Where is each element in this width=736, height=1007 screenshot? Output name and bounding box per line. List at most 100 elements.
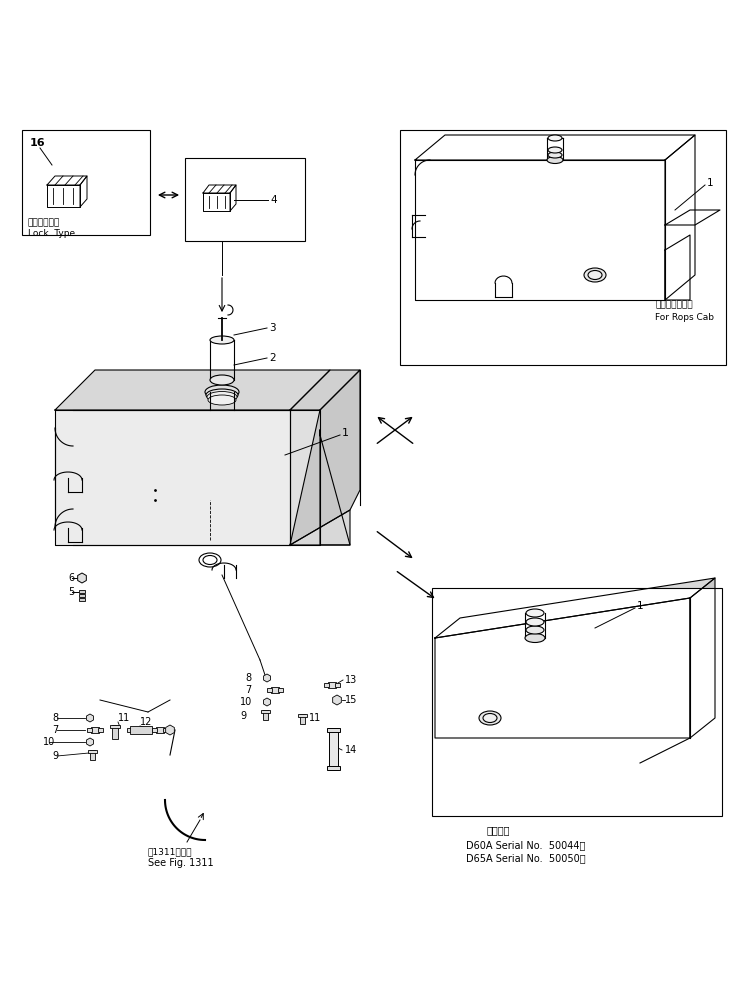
Polygon shape	[665, 135, 695, 300]
Ellipse shape	[548, 152, 562, 158]
Text: Lock  Type: Lock Type	[28, 229, 75, 238]
Bar	[432, 588, 722, 816]
Text: 14: 14	[345, 745, 357, 755]
Bar	[127, 728, 132, 732]
Text: ロックタイプ: ロックタイプ	[28, 219, 60, 228]
Text: 6: 6	[68, 573, 74, 583]
Bar	[300, 714, 305, 724]
Bar	[267, 688, 272, 692]
Bar	[263, 710, 268, 720]
Ellipse shape	[483, 714, 497, 722]
Ellipse shape	[210, 375, 234, 385]
Text: 11: 11	[118, 713, 130, 723]
Ellipse shape	[548, 135, 562, 141]
Text: See Fig. 1311: See Fig. 1311	[148, 858, 213, 868]
Bar	[298, 714, 307, 717]
Polygon shape	[47, 185, 80, 207]
Ellipse shape	[588, 271, 602, 280]
Polygon shape	[435, 578, 715, 638]
Bar	[131, 727, 139, 733]
Polygon shape	[320, 430, 350, 545]
Bar	[22, 130, 150, 235]
Bar	[112, 725, 118, 739]
Bar	[261, 710, 270, 713]
Text: 9: 9	[240, 711, 246, 721]
Text: 5: 5	[68, 587, 74, 597]
Polygon shape	[290, 370, 360, 545]
Ellipse shape	[208, 395, 236, 405]
Ellipse shape	[584, 268, 606, 282]
Text: D60A Serial No.  50044～: D60A Serial No. 50044～	[466, 840, 585, 850]
Polygon shape	[290, 510, 350, 545]
Polygon shape	[415, 160, 665, 300]
Bar	[79, 598, 85, 601]
Text: 1: 1	[342, 428, 349, 438]
Bar	[328, 682, 336, 688]
Bar	[87, 728, 92, 732]
Bar	[185, 158, 305, 241]
Bar	[278, 688, 283, 692]
Bar	[90, 750, 95, 760]
Ellipse shape	[526, 618, 544, 626]
Ellipse shape	[205, 385, 239, 399]
Text: 10: 10	[43, 737, 55, 747]
Text: 9: 9	[52, 751, 58, 761]
Polygon shape	[55, 370, 330, 410]
Text: 12: 12	[140, 717, 152, 727]
Bar	[98, 728, 103, 732]
Polygon shape	[55, 410, 290, 545]
Bar	[130, 726, 152, 734]
Bar	[110, 725, 120, 728]
Text: 1: 1	[707, 178, 714, 188]
Ellipse shape	[206, 389, 238, 401]
Bar	[327, 728, 340, 732]
Bar	[400, 130, 726, 365]
Text: 2: 2	[269, 353, 275, 363]
Ellipse shape	[548, 147, 562, 153]
Ellipse shape	[526, 609, 544, 617]
Bar	[152, 728, 157, 732]
Text: For Rops Cab: For Rops Cab	[655, 312, 714, 321]
Text: 8: 8	[245, 673, 251, 683]
Text: 3: 3	[269, 323, 275, 333]
Polygon shape	[665, 235, 690, 300]
Polygon shape	[665, 210, 720, 225]
Text: 11: 11	[309, 713, 321, 723]
Polygon shape	[47, 176, 87, 185]
Bar	[138, 728, 143, 732]
Bar	[327, 766, 340, 770]
Text: 第1311図参照: 第1311図参照	[148, 848, 193, 857]
Bar	[324, 683, 329, 687]
Text: 13: 13	[345, 675, 357, 685]
Ellipse shape	[525, 633, 545, 642]
Text: 4: 4	[270, 195, 277, 205]
Text: 適用号機: 適用号機	[487, 825, 511, 835]
Polygon shape	[80, 176, 87, 207]
Text: 10: 10	[240, 697, 252, 707]
Ellipse shape	[526, 626, 544, 634]
Bar	[79, 590, 85, 593]
Text: 16: 16	[30, 138, 46, 148]
Bar	[88, 750, 97, 753]
Bar	[163, 728, 168, 732]
Text: 7: 7	[52, 725, 58, 735]
Text: ロプスキャブ用: ロプスキャブ用	[655, 300, 693, 309]
Text: 1: 1	[637, 601, 643, 611]
Polygon shape	[230, 185, 236, 211]
Text: 15: 15	[345, 695, 358, 705]
Polygon shape	[203, 193, 230, 211]
Ellipse shape	[207, 392, 237, 403]
Bar	[271, 687, 279, 693]
Text: 8: 8	[52, 713, 58, 723]
Polygon shape	[290, 370, 360, 410]
Polygon shape	[290, 410, 320, 545]
Bar	[335, 683, 340, 687]
Text: 7: 7	[245, 685, 251, 695]
Bar	[79, 594, 85, 597]
Bar	[91, 727, 99, 733]
Bar	[329, 728, 338, 770]
Polygon shape	[435, 598, 690, 738]
Polygon shape	[415, 135, 695, 160]
Ellipse shape	[210, 336, 234, 344]
Polygon shape	[203, 185, 236, 193]
